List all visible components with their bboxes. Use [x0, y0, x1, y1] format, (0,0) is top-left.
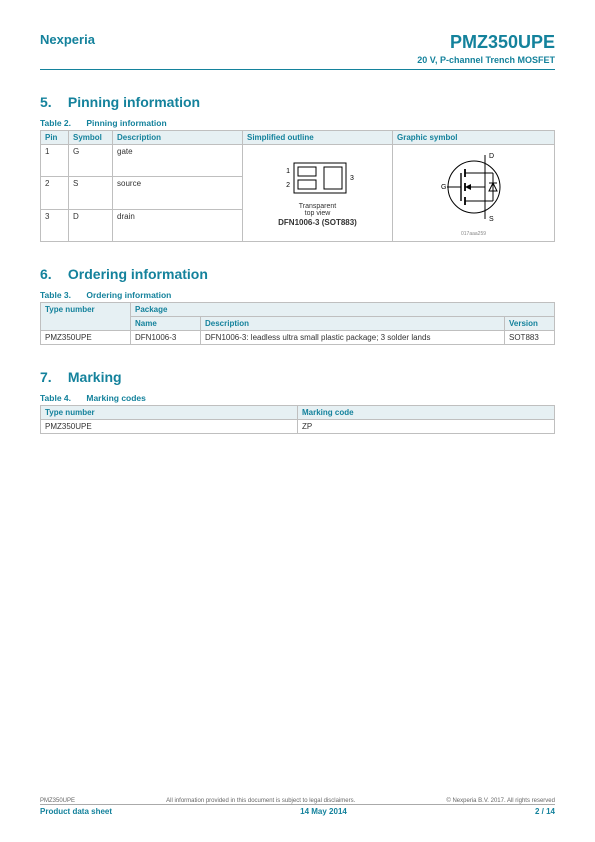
cell-symbol: G: [69, 145, 113, 177]
subtitle: 20 V, P-channel Trench MOSFET: [417, 55, 555, 65]
section-6-heading: 6. Ordering information: [40, 266, 555, 282]
th-type: Type number: [41, 303, 131, 331]
section-5-heading: 5. Pinning information: [40, 94, 555, 110]
cell-symbol: D: [69, 209, 113, 241]
mosfet-symbol-icon: D S G: [429, 149, 519, 231]
cell-type: PMZ350UPE: [41, 331, 131, 345]
footer-copyright: © Nexperia B.V. 2017. All rights reserve…: [446, 798, 555, 804]
cell-pin: 3: [41, 209, 69, 241]
th-outline: Simplified outline: [243, 131, 393, 145]
cell-desc: drain: [113, 209, 243, 241]
outline-label: Transparent top view: [276, 203, 360, 217]
graphic-symbol-cell: D S G: [393, 145, 555, 242]
footer-page: 2 / 14: [535, 807, 555, 816]
th-desc: Description: [201, 317, 505, 331]
table-3-num: Table 3.: [40, 290, 84, 300]
th-pin: Pin: [41, 131, 69, 145]
footer-disclaimer: All information provided in this documen…: [166, 798, 355, 804]
footer-doctype: Product data sheet: [40, 807, 112, 816]
cell-symbol: S: [69, 177, 113, 209]
package-outline-icon: 1 2 3: [276, 159, 360, 201]
section-7-num: 7.: [40, 369, 64, 385]
th-version: Version: [505, 317, 555, 331]
table-2-num: Table 2.: [40, 118, 84, 128]
cell-type: PMZ350UPE: [41, 420, 298, 434]
section-5-title: Pinning information: [68, 94, 200, 110]
outline-cell: 1 2 3 Transparent top view DFN1006-3 (SO…: [243, 145, 393, 242]
section-7-title: Marking: [68, 369, 122, 385]
cell-version: SOT883: [505, 331, 555, 345]
section-6-num: 6.: [40, 266, 64, 282]
outline-pin1: 1: [286, 168, 290, 175]
cell-desc: source: [113, 177, 243, 209]
outline-pin3: 3: [350, 175, 354, 182]
table-2-title: Pinning information: [86, 118, 166, 128]
cell-pin: 2: [41, 177, 69, 209]
th-package: Package: [131, 303, 555, 317]
th-code: Marking code: [298, 406, 555, 420]
mosfet-d: D: [489, 153, 494, 160]
ordering-table: Type number Package Name Description Ver…: [40, 302, 555, 345]
footer-rule: [40, 804, 555, 805]
th-graphic: Graphic symbol: [393, 131, 555, 145]
table-3-title: Ordering information: [86, 290, 171, 300]
table-3-caption: Table 3. Ordering information: [40, 290, 555, 300]
mosfet-s: S: [489, 216, 494, 223]
table-2-caption: Table 2. Pinning information: [40, 118, 555, 128]
graphic-ref: 017aaa259: [397, 231, 550, 237]
mosfet-g: G: [441, 184, 446, 191]
section-7-heading: 7. Marking: [40, 369, 555, 385]
footer-product-small: PMZ350UPE: [40, 798, 75, 804]
cell-pin: 1: [41, 145, 69, 177]
table-4-caption: Table 4. Marking codes: [40, 393, 555, 403]
section-6-title: Ordering information: [68, 266, 208, 282]
pinning-table: Pin Symbol Description Simplified outlin…: [40, 130, 555, 242]
company-name: Nexperia: [40, 32, 95, 47]
header-rule: [40, 69, 555, 70]
cell-desc: gate: [113, 145, 243, 177]
section-5-num: 5.: [40, 94, 64, 110]
th-name: Name: [131, 317, 201, 331]
table-4-title: Marking codes: [86, 393, 146, 403]
cell-name: DFN1006-3: [131, 331, 201, 345]
header: Nexperia PMZ350UPE 20 V, P-channel Trenc…: [40, 32, 555, 65]
th-symbol: Symbol: [69, 131, 113, 145]
footer: PMZ350UPE All information provided in th…: [40, 798, 555, 816]
cell-desc: DFN1006-3: leadless ultra small plastic …: [201, 331, 505, 345]
cell-code: ZP: [298, 420, 555, 434]
marking-table: Type number Marking code PMZ350UPE ZP: [40, 405, 555, 434]
footer-date: 14 May 2014: [300, 807, 347, 816]
outline-title: DFN1006-3 (SOT883): [276, 218, 360, 227]
outline-pin2: 2: [286, 182, 290, 189]
th-type: Type number: [41, 406, 298, 420]
table-4-num: Table 4.: [40, 393, 84, 403]
th-description: Description: [113, 131, 243, 145]
product-title: PMZ350UPE: [417, 32, 555, 53]
